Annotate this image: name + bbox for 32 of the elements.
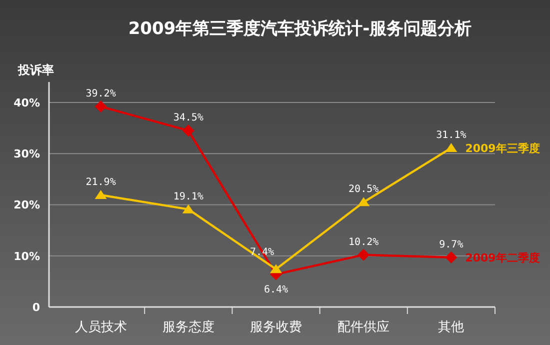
ytick: 20% xyxy=(14,198,40,212)
ytick: 40% xyxy=(14,96,40,110)
series-name: 2009年三季度 xyxy=(465,142,540,155)
series-name: 2009年二季度 xyxy=(465,251,540,264)
xtick: 服务态度 xyxy=(162,320,214,335)
point xyxy=(270,264,282,274)
xtick: 其他 xyxy=(438,320,464,335)
point xyxy=(94,190,107,200)
title: 2009年第三季度汽车投诉统计-服务问题分析 xyxy=(128,19,472,39)
point xyxy=(182,204,194,214)
label: 19.1% xyxy=(173,191,204,202)
xtick: 服务收费 xyxy=(250,320,302,335)
label: 9.7% xyxy=(439,239,464,250)
ytick: 30% xyxy=(14,148,40,161)
ytick: 0 xyxy=(32,301,40,314)
point xyxy=(445,142,458,152)
point xyxy=(358,248,370,261)
label: 31.1% xyxy=(436,130,466,141)
label: 10.2% xyxy=(348,236,379,248)
point xyxy=(358,197,370,206)
point xyxy=(94,100,107,113)
label: 21.9% xyxy=(86,177,116,188)
label: 6.4% xyxy=(264,284,288,296)
point xyxy=(445,251,458,264)
label: 39.2% xyxy=(86,88,116,100)
ytick: 10% xyxy=(14,250,40,263)
label: 20.5% xyxy=(348,184,379,196)
point xyxy=(182,124,194,137)
label: 34.5% xyxy=(173,112,204,124)
xtick: 人员技术 xyxy=(74,320,127,335)
xtick: 配件供应 xyxy=(338,320,390,335)
ylabel: 投诉率 xyxy=(18,63,54,77)
